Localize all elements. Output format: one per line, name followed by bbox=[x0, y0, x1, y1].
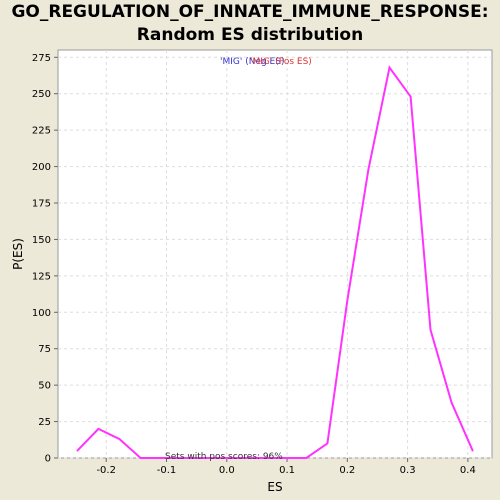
legend-neg-es: 'MIG' (Neg ES) bbox=[220, 57, 284, 67]
data-point bbox=[203, 457, 205, 459]
x-tick-label: 0.1 bbox=[279, 465, 295, 476]
data-point bbox=[388, 66, 391, 69]
data-point bbox=[266, 457, 268, 459]
y-tick-label: 75 bbox=[38, 344, 51, 355]
y-tick-label: 250 bbox=[32, 89, 51, 100]
y-tick-label: 0 bbox=[45, 454, 51, 465]
data-point bbox=[118, 438, 121, 440]
data-point bbox=[97, 428, 100, 430]
data-point bbox=[346, 299, 349, 302]
chart-title-line-2: Random ES distribution bbox=[136, 25, 364, 45]
x-tick-label: 0.4 bbox=[460, 465, 476, 476]
data-point bbox=[409, 95, 412, 98]
data-point bbox=[305, 457, 308, 459]
series-line bbox=[76, 65, 474, 459]
y-tick-label: 225 bbox=[32, 126, 51, 137]
x-tick-label: -0.2 bbox=[96, 465, 116, 476]
legend-pos-es: 'MIG' (Pos ES) bbox=[250, 57, 312, 67]
data-point bbox=[367, 168, 370, 171]
data-point bbox=[245, 457, 247, 459]
data-point bbox=[450, 401, 453, 404]
y-tick-label: 100 bbox=[32, 308, 51, 319]
data-point bbox=[139, 457, 142, 459]
data-point bbox=[76, 449, 79, 452]
data-point bbox=[429, 328, 432, 331]
data-point bbox=[224, 457, 226, 459]
series-layer bbox=[76, 65, 474, 459]
axes: 0 25 50 75 100 125 150 175 200 225 250 275 -0.2 -0.1 0… bbox=[32, 53, 476, 476]
x-tick-label: 0.3 bbox=[400, 465, 416, 476]
x-tick-label: 0.2 bbox=[339, 465, 355, 476]
x-axis-label: ES bbox=[267, 480, 282, 494]
plot-area bbox=[57, 49, 493, 459]
y-tick-label: 175 bbox=[32, 199, 51, 210]
x-tick-label: -0.1 bbox=[157, 465, 177, 476]
y-tick-label: 50 bbox=[38, 381, 51, 392]
data-point bbox=[160, 457, 163, 459]
y-tick-label: 25 bbox=[38, 417, 51, 428]
y-tick-label: 200 bbox=[32, 162, 51, 173]
x-tick-label: 0.0 bbox=[219, 465, 235, 476]
pos-scores-annotation: Sets with pos scores: 96% bbox=[165, 452, 283, 462]
data-point bbox=[326, 442, 329, 445]
y-tick-label: 150 bbox=[32, 235, 51, 246]
y-tick-label: 125 bbox=[32, 271, 51, 282]
chart-title-line-1: GO_REGULATION_OF_INNATE_IMMUNE_RESPONSE: bbox=[11, 2, 489, 22]
data-point bbox=[471, 449, 474, 452]
y-tick-label: 275 bbox=[32, 53, 51, 64]
y-axis-label: P(ES) bbox=[11, 238, 25, 270]
data-point bbox=[181, 457, 184, 459]
data-point bbox=[287, 457, 290, 459]
